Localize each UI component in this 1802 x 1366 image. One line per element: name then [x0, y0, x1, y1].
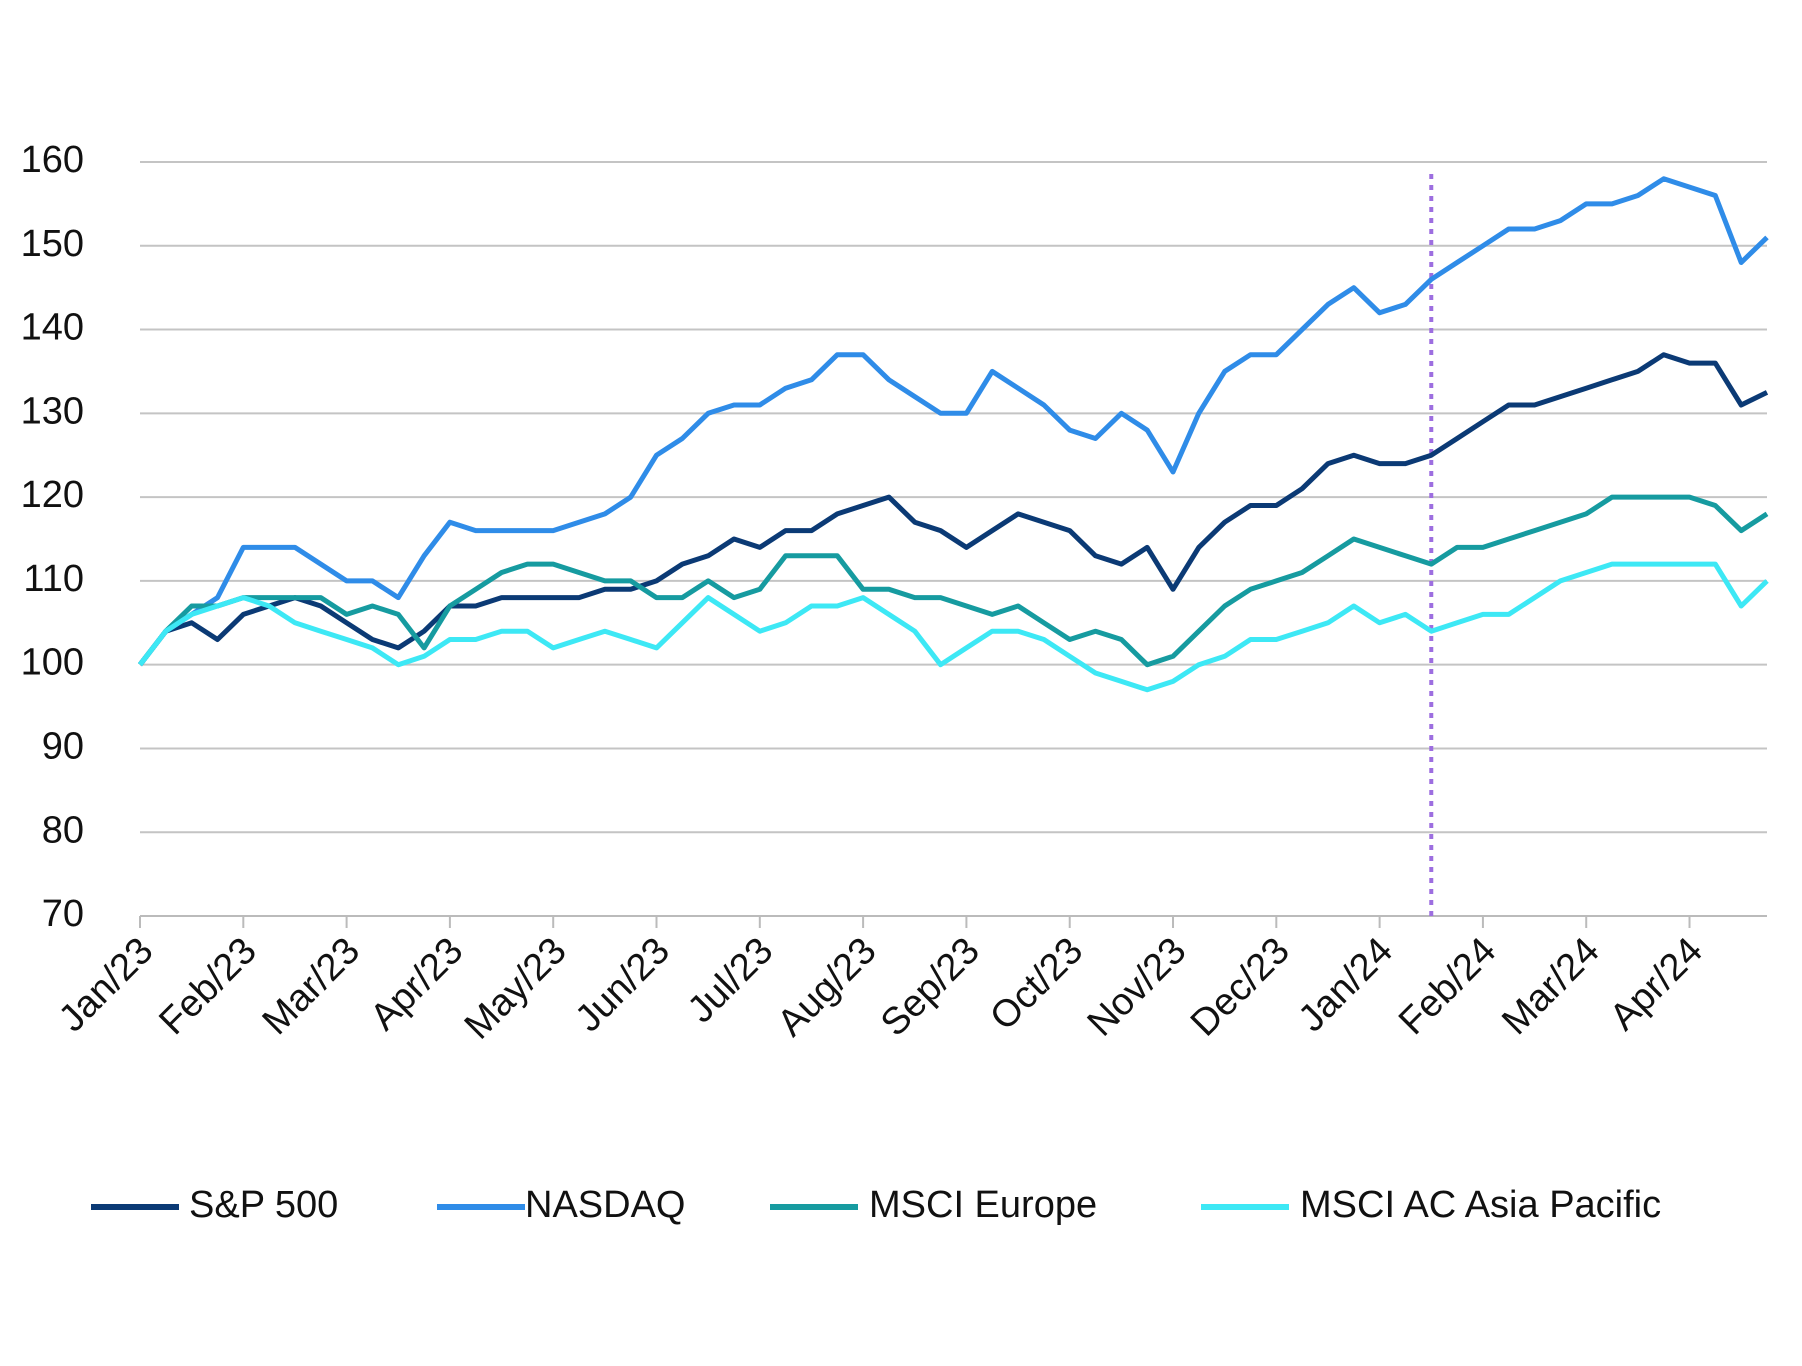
x-tick-label: Mar/24: [1494, 930, 1607, 1043]
x-tick-label: Apr/23: [362, 930, 471, 1039]
y-tick-label: 140: [21, 307, 84, 349]
series-line: [138, 494, 1769, 668]
y-tick-label: 120: [21, 474, 84, 516]
y-tick-label: 110: [23, 558, 84, 600]
x-tick-label: Jan/24: [1291, 930, 1401, 1040]
y-tick-label: 130: [21, 390, 84, 432]
x-tick-label: Mar/23: [255, 930, 368, 1043]
x-tick-label: Feb/23: [151, 930, 264, 1043]
y-tick-label: 150: [21, 223, 84, 265]
legend-label: MSCI Europe: [869, 1184, 1097, 1226]
legend-label: S&P 500: [189, 1184, 338, 1226]
y-tick-label: 160: [21, 139, 84, 181]
legend-label: MSCI AC Asia Pacific: [1300, 1184, 1661, 1226]
x-tick-label: May/23: [457, 930, 575, 1048]
y-tick-label: 80: [42, 809, 84, 851]
x-tick-label: Nov/23: [1080, 930, 1195, 1045]
x-tick-label: Sep/23: [873, 930, 988, 1045]
x-tick-label: Dec/23: [1183, 930, 1298, 1045]
x-tick-label: Aug/23: [770, 930, 885, 1045]
y-tick-label: 70: [42, 893, 84, 935]
x-tick-label: Jul/23: [680, 930, 781, 1031]
x-tick-label: Feb/24: [1391, 930, 1504, 1043]
series-line: [138, 176, 1769, 667]
x-tick-label: Apr/24: [1602, 930, 1711, 1039]
x-tick-label: Jun/23: [568, 930, 678, 1040]
x-tick-label: Oct/23: [982, 930, 1091, 1039]
x-tick-label: Jan/23: [51, 930, 161, 1040]
series-line: [138, 561, 1769, 693]
legend-label: NASDAQ: [525, 1184, 685, 1226]
y-tick-label: 90: [42, 725, 84, 767]
y-tick-label: 100: [21, 642, 84, 684]
series-line: [138, 352, 1769, 667]
